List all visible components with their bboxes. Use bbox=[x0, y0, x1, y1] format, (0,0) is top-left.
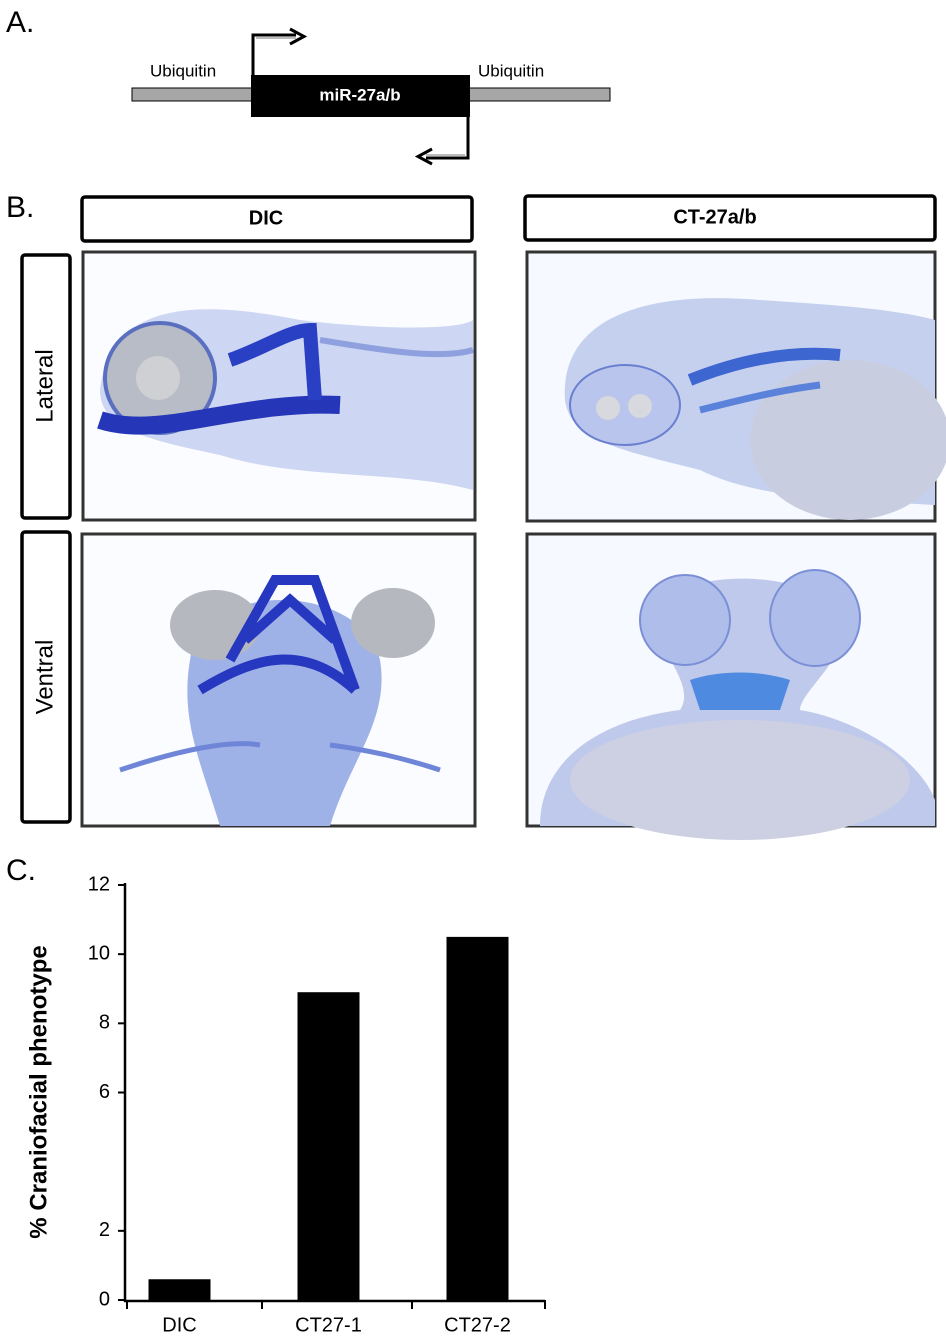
panel-label: B. bbox=[6, 191, 34, 224]
micrograph bbox=[525, 250, 946, 523]
column-header-box bbox=[523, 194, 937, 242]
x-tick-label: CT27-1 bbox=[295, 1314, 362, 1336]
micrograph bbox=[525, 532, 937, 840]
column-header: CT-27a/b bbox=[673, 206, 756, 228]
y-tick-label: 10 bbox=[88, 942, 110, 964]
bar bbox=[297, 992, 360, 1300]
promoter-arrow bbox=[251, 27, 470, 166]
row-header: Ventral bbox=[31, 640, 58, 715]
x-tick-label: CT27-2 bbox=[444, 1314, 511, 1336]
bar-chart: 0 2 6 8 10 12 DIC CT27-1 CT27-2 bbox=[88, 873, 546, 1336]
promoter-label: Ubiquitin bbox=[478, 61, 544, 80]
panel-label: C. bbox=[6, 854, 36, 887]
row-header-box bbox=[20, 530, 72, 824]
bar bbox=[148, 1279, 211, 1300]
column-header-box bbox=[80, 195, 474, 243]
promoter-label: Ubiquitin bbox=[150, 61, 216, 80]
insert-box bbox=[251, 75, 470, 117]
y-tick-label: 12 bbox=[88, 873, 110, 895]
column-header: DIC bbox=[249, 207, 283, 229]
insert-label: miR-27a/b bbox=[319, 85, 400, 104]
micrograph bbox=[81, 250, 477, 522]
bar bbox=[446, 936, 509, 1300]
y-tick-label: 0 bbox=[99, 1288, 110, 1310]
row-header-box bbox=[20, 253, 72, 520]
row-header: Lateral bbox=[31, 349, 58, 422]
y-tick-label: 2 bbox=[99, 1219, 110, 1241]
panel-label: A. bbox=[6, 6, 34, 39]
x-tick-label: DIC bbox=[162, 1314, 196, 1336]
y-tick-label: 8 bbox=[99, 1012, 110, 1034]
y-tick-label: 6 bbox=[99, 1081, 110, 1103]
micrograph bbox=[80, 532, 477, 828]
y-axis-title: % Craniofacial phenotype bbox=[25, 945, 52, 1238]
